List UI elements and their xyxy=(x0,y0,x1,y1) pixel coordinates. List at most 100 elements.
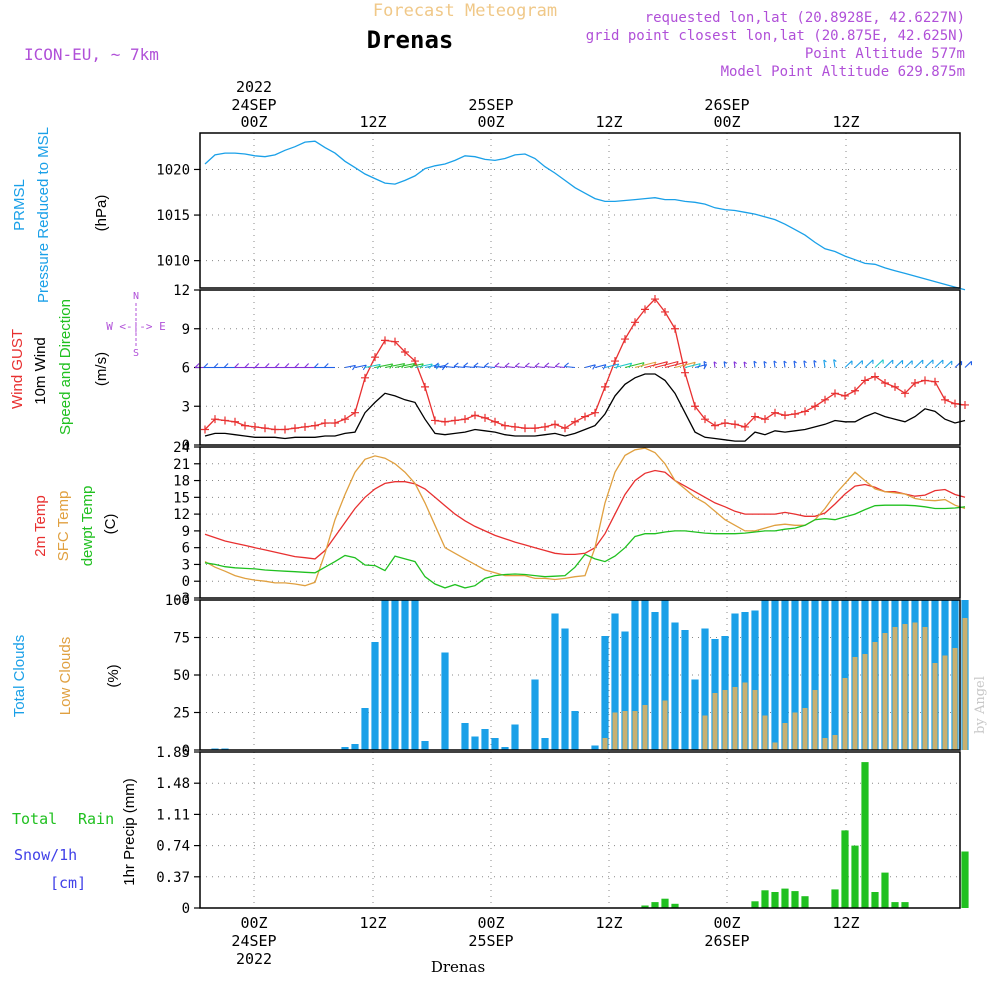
y-tick-label: 1020 xyxy=(156,162,190,178)
wind-direction-arrow xyxy=(713,361,716,368)
clouds-bar xyxy=(902,624,908,750)
gust-marker xyxy=(241,421,249,430)
wind-arrow-head xyxy=(773,360,777,364)
clouds-bar xyxy=(882,633,888,750)
wind-direction-arrow xyxy=(624,362,645,369)
gust-marker xyxy=(291,424,299,433)
gust-marker xyxy=(711,421,719,430)
clouds-bar xyxy=(772,742,778,750)
bottom-time-label: 12Z xyxy=(595,914,622,932)
clouds-bar xyxy=(481,729,489,750)
top-time-axis: 2022 24SEP 00Z 12Z 25SEP 00Z 12Z 26SEP 0… xyxy=(231,78,859,131)
bottom-time-label: 12Z xyxy=(832,914,859,932)
clouds-bar xyxy=(742,682,748,750)
prmsl-labels: PRMSL Pressure Reduced to MSL (hPa) xyxy=(11,127,110,303)
clouds-bar xyxy=(642,705,648,750)
gust-marker xyxy=(561,424,569,433)
wind-arrow-head xyxy=(514,362,520,367)
wind-arrow-head xyxy=(304,363,309,368)
clouds-bar xyxy=(621,631,629,750)
clouds-bar xyxy=(751,610,759,750)
wind-arrow-head xyxy=(453,362,459,367)
wind-direction-arrow xyxy=(424,364,440,369)
gust-marker xyxy=(761,415,769,424)
gust-marker xyxy=(541,422,549,431)
gust-marker xyxy=(951,399,959,408)
gust-marker xyxy=(701,415,709,424)
gust-marker xyxy=(831,389,839,398)
clouds-bar xyxy=(841,600,849,750)
top-date-label: 24SEP xyxy=(231,96,276,114)
precip-bar xyxy=(841,830,849,908)
gust-marker xyxy=(301,422,309,431)
compass-south-label: S xyxy=(133,348,139,359)
y-tick-label: 1010 xyxy=(156,254,190,270)
gust-marker xyxy=(751,412,759,421)
clouds-bar xyxy=(341,747,349,750)
wind-direction-arrow xyxy=(414,363,433,369)
gust-marker xyxy=(691,402,699,411)
wind-direction-arrow xyxy=(434,365,446,369)
wind-arrow-head xyxy=(602,364,607,370)
low-clouds-label: Low Clouds xyxy=(57,637,74,715)
wind-arrow-head xyxy=(813,360,817,363)
wind-arrow-head xyxy=(194,363,200,368)
clouds-bar xyxy=(661,600,669,750)
clouds-bar xyxy=(662,700,668,750)
wind-arrow-head xyxy=(544,362,550,367)
gust-marker xyxy=(501,421,509,430)
clouds-bar xyxy=(932,663,938,750)
compass-legend: N S W <-|-> E xyxy=(106,291,166,359)
wind-direction-arrow xyxy=(515,365,526,369)
gust-marker xyxy=(821,395,829,404)
wind-unit-label: (m/s) xyxy=(93,352,110,386)
y-tick-label: 100 xyxy=(165,593,190,609)
precip-bar xyxy=(831,889,839,908)
y-tick-label: 24 xyxy=(173,440,190,456)
clouds-bar xyxy=(491,738,499,750)
y-tick-label: 1.85 xyxy=(156,745,190,761)
clouds-bar xyxy=(962,618,968,750)
wind-direction-arrow xyxy=(914,359,924,368)
gust-marker xyxy=(741,422,749,431)
wind-direction-arrow xyxy=(504,365,516,369)
wind-series-line xyxy=(204,298,966,431)
wind-direction-arrow xyxy=(664,361,688,369)
wind-arrow-head xyxy=(640,362,645,368)
wind-direction-arrow xyxy=(494,365,506,369)
temperature-frame xyxy=(199,446,961,599)
precip-snow-label: Snow/1h xyxy=(14,846,77,864)
prmsl-frame xyxy=(199,132,961,289)
clouds-bar xyxy=(631,600,639,750)
gust-marker xyxy=(801,407,809,416)
clouds-panel: 0 25 50 75 100 xyxy=(165,593,969,759)
temperature-series-line xyxy=(204,447,966,587)
clouds-bar xyxy=(701,628,709,750)
bottom-time-label: 00Z xyxy=(713,914,740,932)
gust-marker xyxy=(941,395,949,404)
clouds-bar xyxy=(611,613,619,750)
gust-marker xyxy=(401,348,409,356)
clouds-bar xyxy=(571,711,579,750)
wind-direction-arrow xyxy=(394,363,415,369)
gust-marker xyxy=(651,295,659,304)
wind-direction-arrow xyxy=(864,359,874,368)
gust-marker xyxy=(271,425,279,434)
wind-arrow-head xyxy=(592,364,596,370)
gust-marker xyxy=(331,419,339,428)
y-tick-label: 0 xyxy=(182,743,190,759)
gust-marker xyxy=(811,402,819,411)
clouds-bar xyxy=(761,600,769,750)
clouds-bar xyxy=(831,600,839,750)
wind-direction-arrow xyxy=(773,360,776,368)
wind-direction-arrow xyxy=(803,360,806,368)
wind-arrow-head xyxy=(664,361,668,367)
clouds-bar xyxy=(811,600,819,750)
bottom-date-label: 25SEP xyxy=(468,932,513,950)
clouds-bar xyxy=(712,693,718,750)
prmsl-desc-label: Pressure Reduced to MSL xyxy=(35,127,52,303)
wind-10m-label: 10m Wind xyxy=(32,337,49,405)
clouds-bar xyxy=(632,711,638,750)
clouds-bar xyxy=(762,715,768,750)
wind-series-line xyxy=(204,373,966,442)
